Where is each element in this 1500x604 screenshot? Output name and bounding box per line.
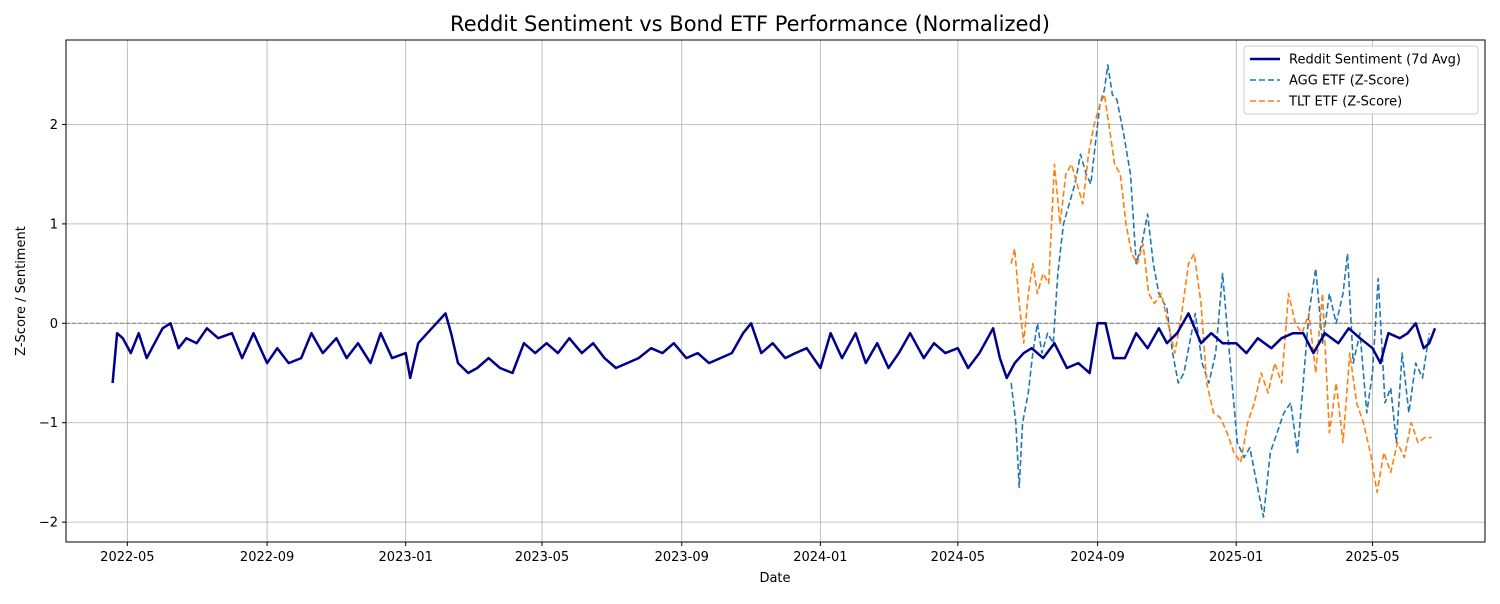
series-lines — [111, 64, 1437, 518]
series-line-tlt-etf — [1010, 93, 1432, 494]
y-axis-ticks: −2 −1 0 1 2 — [39, 118, 66, 531]
plot-frame — [65, 39, 1486, 543]
x-tick-label: 2023-05 — [515, 550, 569, 565]
y-tick-label: 0 — [50, 317, 58, 332]
y-tick-label: 2 — [50, 118, 58, 133]
x-tick-label: 2025-01 — [1209, 550, 1263, 565]
y-tick-label: 1 — [50, 217, 58, 232]
legend-label: TLT ETF (Z-Score) — [1288, 95, 1402, 110]
x-tick-label: 2024-05 — [931, 550, 985, 565]
x-axis-ticks: 2022-05 2022-09 2023-01 2023-05 2023-09 2024-… — [100, 542, 1400, 565]
x-tick-label: 2022-09 — [240, 550, 294, 565]
y-tick-label: −1 — [39, 416, 58, 431]
chart-title: Reddit Sentiment vs Bond ETF Performance… — [450, 12, 1050, 36]
x-tick-label: 2022-05 — [100, 550, 154, 565]
x-tick-label: 2023-09 — [655, 550, 709, 565]
legend-box — [1243, 45, 1479, 115]
legend-label: Reddit Sentiment (7d Avg) — [1289, 53, 1461, 68]
x-tick-label: 2023-01 — [379, 550, 433, 565]
y-axis-label: Z-Score / Sentiment — [14, 226, 29, 356]
x-tick-label: 2025-05 — [1345, 550, 1399, 565]
x-tick-label: 2024-01 — [793, 550, 847, 565]
x-axis-label: Date — [759, 571, 790, 586]
x-tick-label: 2024-09 — [1070, 550, 1124, 565]
y-tick-label: −2 — [39, 516, 58, 531]
series-line-reddit-sentiment — [111, 312, 1437, 384]
legend: Reddit Sentiment (7d Avg) AGG ETF (Z-Scor… — [1243, 45, 1479, 115]
legend-label: AGG ETF (Z-Score) — [1289, 74, 1410, 89]
